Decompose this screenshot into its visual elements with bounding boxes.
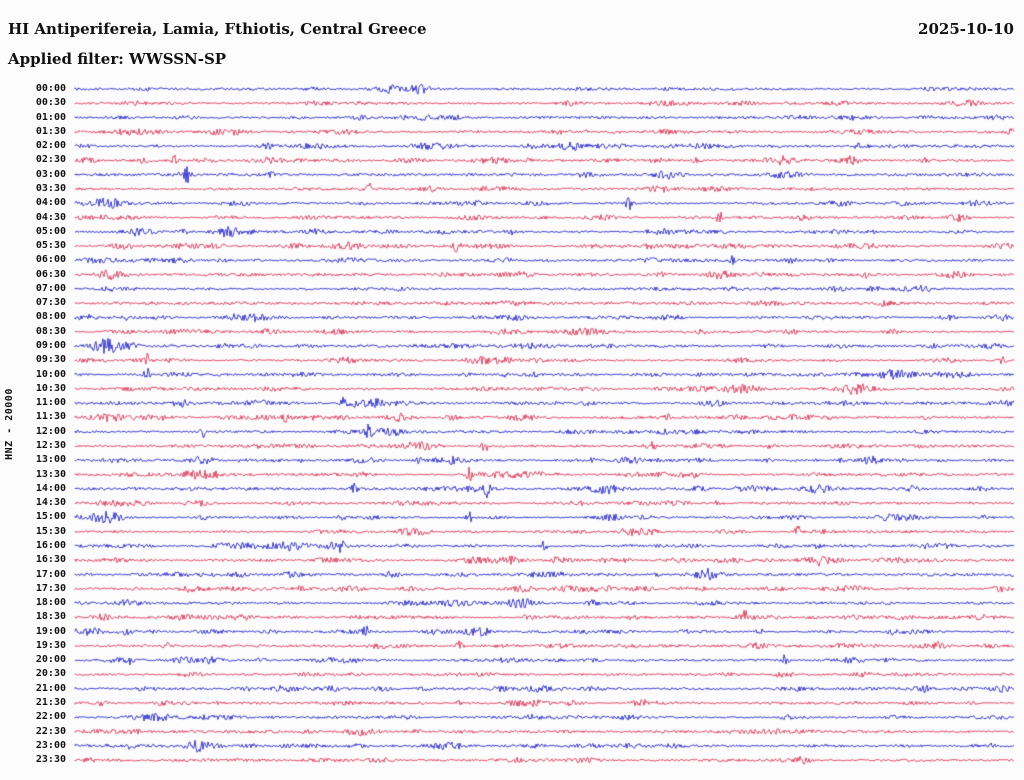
seismogram-canvas xyxy=(0,0,1024,780)
helicorder-page: HI Antiperifereia, Lamia, Fthiotis, Cent… xyxy=(0,0,1024,780)
